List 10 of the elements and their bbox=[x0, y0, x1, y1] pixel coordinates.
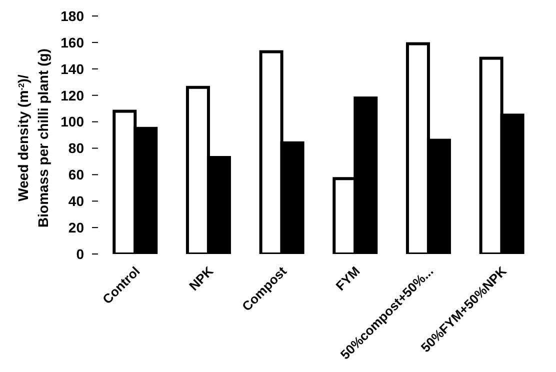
y-tick-label: 40 bbox=[68, 193, 84, 210]
y-tick-label: 160 bbox=[60, 34, 84, 50]
y-tick-label: 180 bbox=[60, 8, 84, 24]
y-tick-label: 100 bbox=[60, 114, 84, 130]
y-tick-label: 60 bbox=[68, 166, 84, 183]
y-tick-label: 120 bbox=[60, 87, 84, 104]
y-tick-label: 20 bbox=[68, 220, 84, 236]
y-tick-label: 80 bbox=[68, 140, 84, 156]
y-tick-label: 0 bbox=[76, 246, 84, 262]
y-tick-label: 140 bbox=[60, 60, 84, 77]
